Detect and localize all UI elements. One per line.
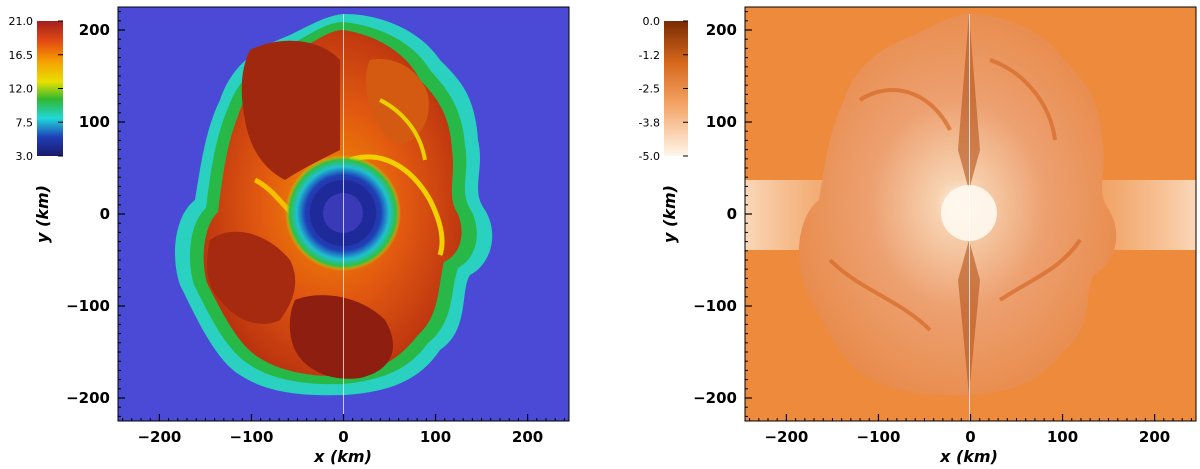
entropy-colorbar-label: -1.2 [639, 49, 660, 62]
density-lobe-upper-right [365, 59, 429, 145]
entropy-filament-1 [858, 88, 952, 131]
density-colorbar-labels: 21.0 16.5 12.0 7.5 3.0 [9, 15, 63, 163]
entropy-axes: −200 −100 0 100 200 −200 −100 0 100 200 [693, 11, 1192, 446]
density-colorbar-label: 7.5 [16, 116, 34, 129]
density-axes: −200 −100 0 100 200 −200 −100 0 100 200 [66, 11, 565, 446]
entropy-y-tick-label: −200 [693, 389, 737, 407]
entropy-y-axis-title: y (km) [660, 185, 679, 243]
density-x-tick-label: 100 [420, 428, 451, 446]
density-x-tick-label: −100 [230, 428, 274, 446]
density-lobe-upper-left [241, 40, 340, 181]
entropy-panel: −200 −100 0 100 200 −200 −100 0 100 200 x (km) y … [600, 0, 1200, 469]
entropy-filament-3 [828, 258, 932, 332]
density-y-tick-label: 100 [79, 113, 110, 131]
entropy-colorbar-label: 0.0 [643, 15, 661, 28]
density-y-tick-label: −200 [66, 389, 110, 407]
entropy-y-tick-label: −100 [693, 297, 737, 315]
entropy-filament-4 [998, 238, 1082, 302]
entropy-colorbar-label: -3.8 [639, 116, 660, 129]
density-lobe-lower-left [207, 231, 296, 324]
density-y-tick-label: −100 [66, 297, 110, 315]
density-filament-3 [379, 98, 427, 161]
entropy-x-tick-label: −200 [764, 428, 808, 446]
density-x-tick-label: 0 [338, 428, 348, 446]
density-x-tick-label: −200 [137, 428, 181, 446]
entropy-y-tick-label: 100 [706, 113, 737, 131]
density-y-axis-title: y (km) [33, 185, 52, 243]
entropy-y-tick-label: 200 [706, 21, 737, 39]
entropy-x-tick-label: 100 [1047, 428, 1078, 446]
density-x-axis-title: x (km) [313, 447, 372, 466]
density-colorbar-label: 3.0 [16, 150, 34, 163]
entropy-x-tick-label: 0 [965, 428, 975, 446]
entropy-chart: −200 −100 0 100 200 −200 −100 0 100 200 x (km) y … [639, 6, 1197, 466]
density-y-tick-label: 200 [79, 21, 110, 39]
density-filament-1 [349, 154, 445, 256]
density-y-tick-label: 0 [100, 205, 110, 223]
density-colorbar-label: 12.0 [9, 83, 34, 96]
entropy-colorbar-labels: 0.0 -1.2 -2.5 -3.8 -5.0 [639, 15, 688, 163]
entropy-filament-2 [989, 58, 1057, 141]
density-colorbar-label: 21.0 [9, 15, 34, 28]
density-x-tick-label: 200 [512, 428, 543, 446]
density-colorbar-label: 16.5 [9, 49, 34, 62]
entropy-colorbar-label: -2.5 [639, 83, 660, 96]
density-chart: −200 −100 0 100 200 −200 −100 0 100 200 x (km) y … [9, 6, 570, 466]
entropy-x-tick-label: 200 [1139, 428, 1170, 446]
entropy-y-tick-label: 0 [727, 205, 737, 223]
entropy-plot-area [745, 7, 1196, 421]
density-lobe-lower-center [289, 295, 393, 379]
entropy-x-tick-label: −100 [857, 428, 901, 446]
entropy-colorbar-label: -5.0 [639, 150, 660, 163]
density-panel: −200 −100 0 100 200 −200 −100 0 100 200 x (km) y … [9, 6, 570, 466]
entropy-x-axis-title: x (km) [939, 447, 998, 466]
density-plot-area [118, 7, 569, 421]
